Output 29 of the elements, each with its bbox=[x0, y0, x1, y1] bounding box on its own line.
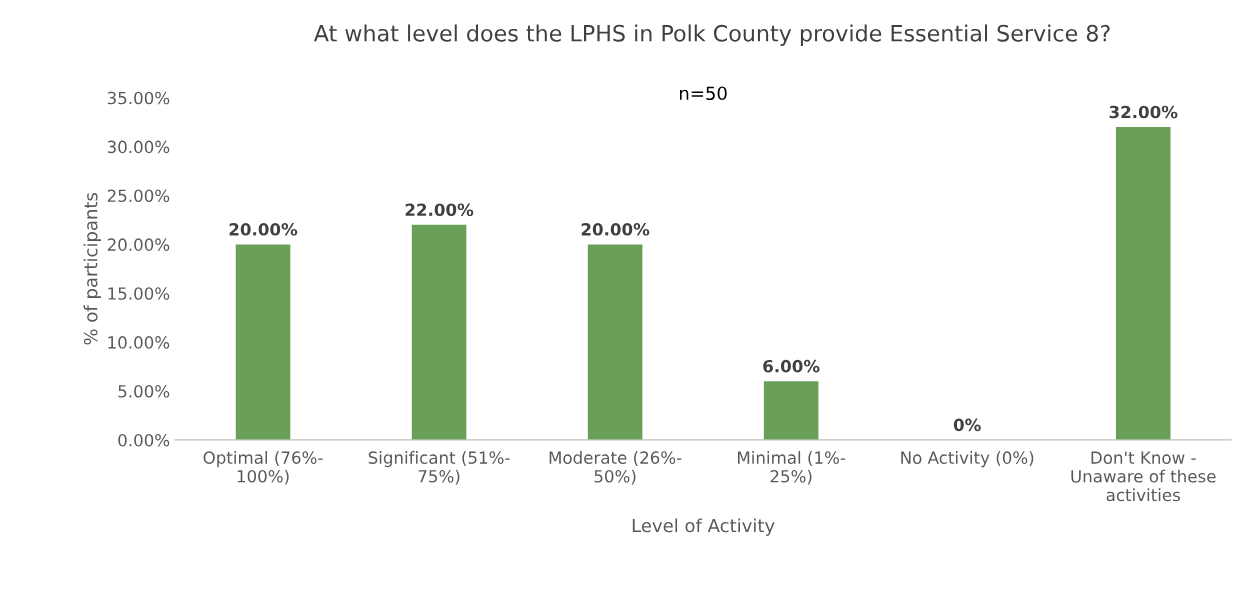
data-label: 0% bbox=[953, 418, 981, 432]
bar bbox=[235, 244, 291, 440]
bar bbox=[1115, 127, 1171, 440]
data-label: 32.00% bbox=[1109, 105, 1178, 119]
data-label: 20.00% bbox=[581, 223, 650, 236]
x-axis-title: Level of Activity bbox=[632, 518, 775, 536]
bar bbox=[411, 224, 467, 440]
data-label: 22.00% bbox=[405, 203, 474, 217]
y-tick-label: 10.00% bbox=[108, 336, 170, 349]
y-tick-label: 30.00% bbox=[107, 140, 170, 154]
x-tick-label: Optimal (76%- 100%) bbox=[203, 451, 323, 485]
y-tick-label: 25.00% bbox=[107, 189, 170, 203]
x-tick-label: Minimal (1%- 25%) bbox=[738, 451, 846, 485]
chart-subtitle: n=50 bbox=[679, 86, 727, 101]
y-tick-label: 15.00% bbox=[108, 287, 170, 300]
data-label: 6.00% bbox=[763, 359, 820, 373]
x-tick-label: Moderate (26%- 50%) bbox=[549, 451, 682, 485]
x-tick-label: Significant (51%- 75%) bbox=[368, 451, 510, 485]
y-tick-label: 20.00% bbox=[107, 238, 170, 251]
data-label: 20.00% bbox=[229, 223, 298, 236]
y-tick-label: 0.00% bbox=[118, 433, 170, 447]
x-tick-label: Don't Know - Unaware of these activities bbox=[1071, 451, 1216, 502]
y-axis-title: % of participants bbox=[83, 192, 102, 345]
x-tick-label: No Activity (0%) bbox=[901, 451, 1034, 468]
chart-title: At what level does the LPHS in Polk County provide Essential Service 8? bbox=[313, 24, 1110, 46]
bar bbox=[587, 244, 643, 440]
y-tick-label: 35.00% bbox=[107, 91, 170, 105]
bar bbox=[763, 381, 819, 440]
y-tick-label: 5.00% bbox=[118, 385, 170, 398]
